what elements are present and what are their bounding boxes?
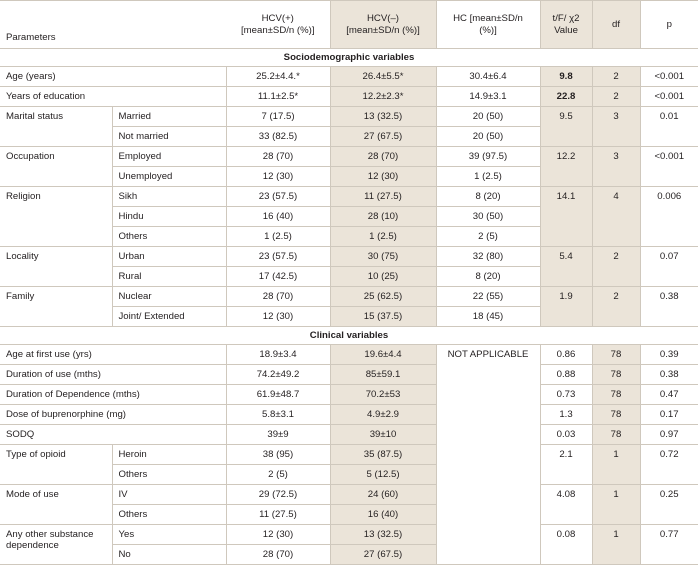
header-stat-value: t/F/ χ2 Value bbox=[540, 0, 593, 49]
table-row: Any other substance dependence Yes 12 (3… bbox=[0, 524, 698, 565]
table-row: Mode of use IV 29 (72.5) 24 (60) 4.08 1 … bbox=[0, 484, 698, 525]
table-row: Years of education 11.1±2.5* 12.2±2.3* 1… bbox=[0, 86, 698, 107]
table-row: Locality Urban 23 (57.5) 30 (75) 32 (80)… bbox=[0, 246, 698, 287]
table-row: Dose of buprenorphine (mg) 5.8±3.1 4.9±2… bbox=[0, 404, 698, 425]
table-row: Occupation Employed 28 (70) 28 (70) 39 (… bbox=[0, 146, 698, 187]
section-header-clinical: Clinical variables bbox=[0, 326, 698, 345]
header-parameters: Parameters bbox=[0, 0, 226, 49]
table-row: Duration of Dependence (mths) 61.9±48.7 … bbox=[0, 384, 698, 405]
header-df: df bbox=[592, 0, 641, 49]
table-row: Others 11 (27.5) 16 (40) bbox=[0, 504, 698, 525]
table-row: Unemployed 12 (30) 12 (30) 1 (2.5) bbox=[0, 166, 698, 187]
table-row: Rural 17 (42.5) 10 (25) 8 (20) bbox=[0, 266, 698, 287]
header-hcv-negative: HCV(–) [mean±SD/n (%)] bbox=[330, 0, 437, 49]
header-p: p bbox=[640, 0, 698, 49]
table-row: Others 1 (2.5) 1 (2.5) 2 (5) bbox=[0, 226, 698, 247]
table-row: Age at first use (yrs) 18.9±3.4 19.6±4.4… bbox=[0, 344, 698, 565]
table-row: Not married 33 (82.5) 27 (67.5) 20 (50) bbox=[0, 126, 698, 147]
table-row: SODQ 39±9 39±10 0.03 78 0.97 bbox=[0, 424, 698, 445]
header-hc: HC [mean±SD/n (%)] bbox=[436, 0, 541, 49]
section-header-socio: Sociodemographic variables bbox=[0, 48, 698, 67]
table-row: Joint/ Extended 12 (30) 15 (37.5) 18 (45… bbox=[0, 306, 698, 327]
not-applicable-cell: NOT APPLICABLE bbox=[436, 344, 541, 565]
header-hcv-positive: HCV(+) [mean±SD/n (%)] bbox=[226, 0, 331, 49]
table-row: Age (years) 25.2±4.4.* 26.4±5.5* 30.4±6.… bbox=[0, 66, 698, 87]
table-row: Hindu 16 (40) 28 (10) 30 (50) bbox=[0, 206, 698, 227]
table-row: Religion Sikh 23 (57.5) 11 (27.5) 8 (20)… bbox=[0, 186, 698, 247]
table-row: Type of opioid Heroin 38 (95) 35 (87.5) … bbox=[0, 444, 698, 485]
table-row: Duration of use (mths) 74.2±49.2 85±59.1… bbox=[0, 364, 698, 385]
table-row: Others 2 (5) 5 (12.5) bbox=[0, 464, 698, 485]
header-row: Parameters HCV(+) [mean±SD/n (%)] HCV(–)[… bbox=[0, 0, 698, 49]
table-row: Family Nuclear 28 (70) 25 (62.5) 22 (55)… bbox=[0, 286, 698, 327]
table-row: Marital status Married 7 (17.5) 13 (32.5… bbox=[0, 106, 698, 147]
